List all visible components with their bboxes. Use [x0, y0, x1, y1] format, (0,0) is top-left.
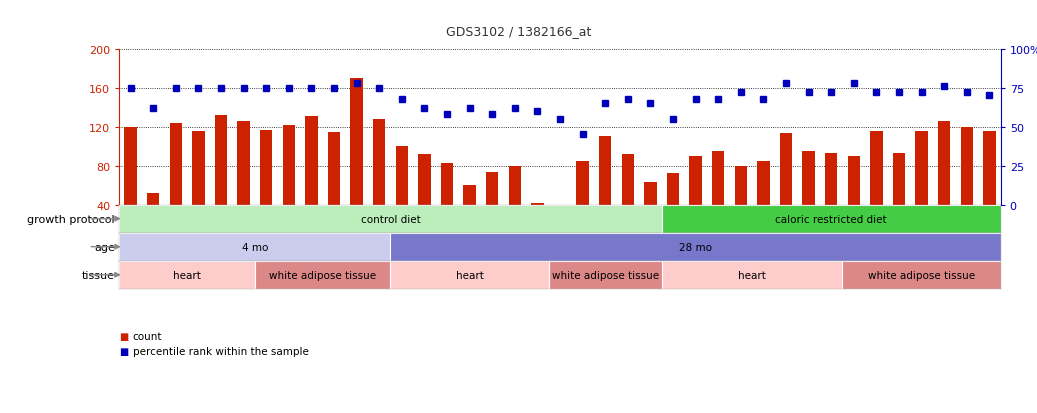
Text: heart: heart — [455, 270, 483, 280]
Bar — [757, 161, 769, 205]
Bar — [893, 154, 905, 205]
Text: growth protocol: growth protocol — [27, 214, 115, 224]
Bar — [169, 123, 181, 205]
Bar — [351, 79, 363, 205]
Text: percentile rank within the sample: percentile rank within the sample — [133, 346, 309, 356]
Bar — [305, 116, 317, 205]
Bar — [667, 174, 679, 205]
Bar — [373, 119, 386, 205]
Bar — [192, 131, 204, 205]
Text: heart: heart — [173, 270, 201, 280]
Bar — [938, 121, 951, 205]
Bar — [803, 152, 815, 205]
Text: 28 mo: 28 mo — [679, 242, 712, 252]
Bar — [870, 131, 882, 205]
Bar — [508, 166, 521, 205]
Text: count: count — [133, 332, 162, 342]
Bar — [842, 261, 1001, 289]
Text: age: age — [94, 242, 115, 252]
Text: GDS3102 / 1382166_at: GDS3102 / 1382166_at — [446, 24, 591, 38]
Bar — [260, 130, 273, 205]
Bar — [119, 261, 255, 289]
Bar — [712, 152, 725, 205]
Text: control diet: control diet — [361, 214, 420, 224]
Bar — [237, 121, 250, 205]
Bar — [847, 157, 860, 205]
Bar — [549, 261, 662, 289]
Bar — [662, 205, 1001, 233]
Bar — [391, 261, 549, 289]
Bar — [282, 126, 295, 205]
Text: 4 mo: 4 mo — [242, 242, 268, 252]
Text: caloric restricted diet: caloric restricted diet — [776, 214, 887, 224]
Bar — [621, 154, 634, 205]
Bar — [215, 116, 227, 205]
Text: white adipose tissue: white adipose tissue — [868, 270, 975, 280]
Bar — [983, 131, 996, 205]
Bar — [531, 203, 543, 205]
Bar — [644, 183, 656, 205]
Text: white adipose tissue: white adipose tissue — [270, 270, 376, 280]
Bar — [395, 147, 408, 205]
Bar — [690, 157, 702, 205]
Bar — [391, 233, 1001, 261]
Bar — [662, 261, 842, 289]
Text: ■: ■ — [119, 346, 129, 356]
Bar — [577, 161, 589, 205]
Bar — [960, 127, 973, 205]
Bar — [916, 131, 928, 205]
Bar — [464, 186, 476, 205]
Bar — [734, 166, 747, 205]
Bar — [780, 134, 792, 205]
Bar — [147, 193, 160, 205]
Text: white adipose tissue: white adipose tissue — [552, 270, 658, 280]
Bar — [418, 154, 430, 205]
Bar — [486, 173, 499, 205]
Bar — [328, 133, 340, 205]
Bar — [599, 137, 612, 205]
Bar — [119, 205, 662, 233]
Bar — [255, 261, 391, 289]
Bar — [124, 127, 137, 205]
Bar — [554, 205, 566, 207]
Text: ■: ■ — [119, 332, 129, 342]
Bar — [119, 233, 391, 261]
Bar — [825, 154, 838, 205]
Text: tissue: tissue — [82, 270, 115, 280]
Text: heart: heart — [738, 270, 766, 280]
Bar — [441, 163, 453, 205]
